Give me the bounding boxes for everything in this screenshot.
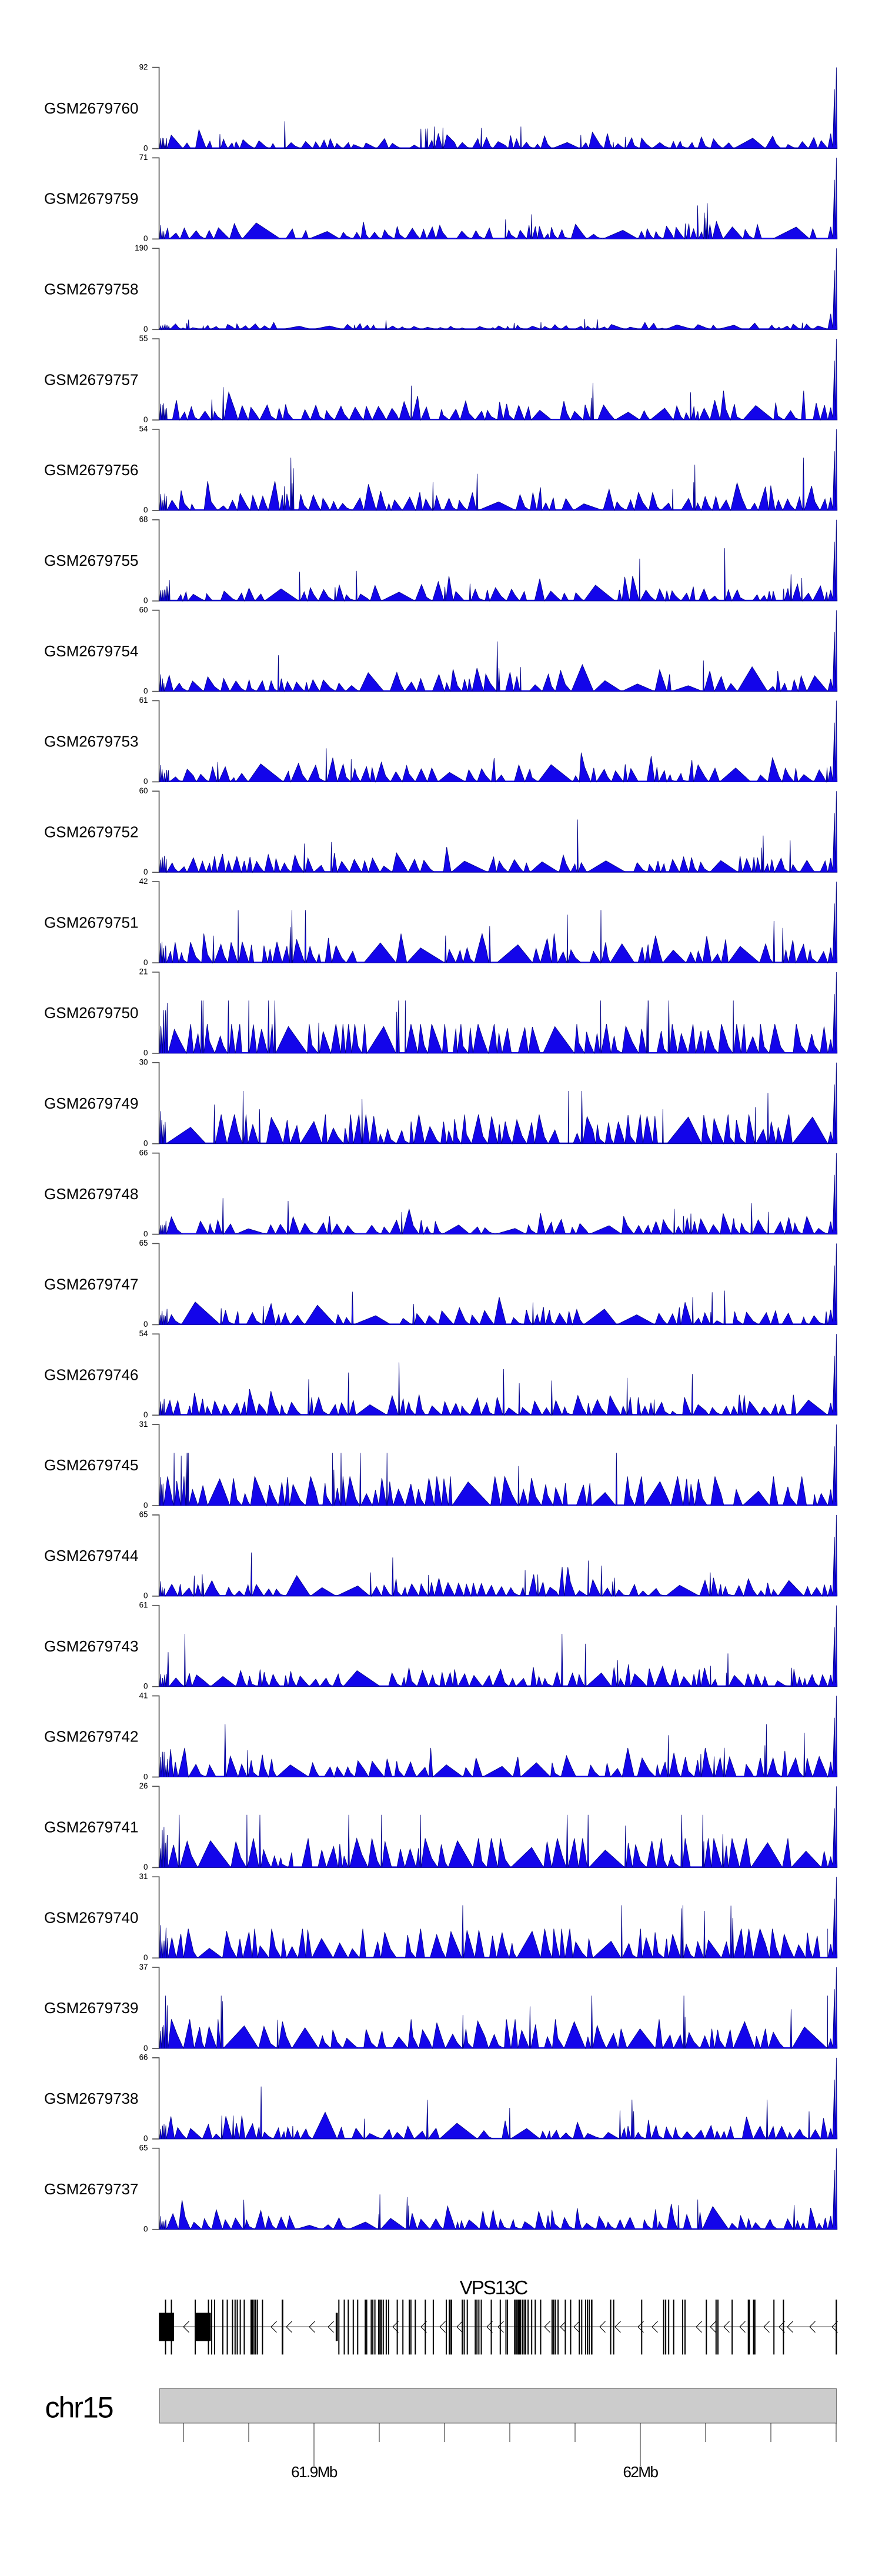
svg-text:66: 66 <box>139 2053 148 2062</box>
svg-text:GSM2679757: GSM2679757 <box>44 371 138 388</box>
svg-text:92: 92 <box>139 62 148 71</box>
svg-text:42: 42 <box>139 877 148 886</box>
svg-text:0: 0 <box>143 958 148 967</box>
svg-text:VPS13C: VPS13C <box>460 2277 528 2298</box>
svg-text:GSM2679739: GSM2679739 <box>44 1999 138 2017</box>
svg-text:0: 0 <box>143 415 148 424</box>
svg-text:0: 0 <box>143 144 148 152</box>
svg-text:65: 65 <box>139 1510 148 1519</box>
svg-text:0: 0 <box>143 325 148 333</box>
svg-text:61: 61 <box>139 696 148 705</box>
svg-text:GSM2679758: GSM2679758 <box>44 281 138 298</box>
svg-text:0: 0 <box>143 1320 148 1329</box>
svg-text:GSM2679760: GSM2679760 <box>44 99 138 117</box>
svg-text:0: 0 <box>143 1410 148 1419</box>
svg-text:54: 54 <box>139 1329 148 1338</box>
svg-text:60: 60 <box>139 786 148 795</box>
svg-text:41: 41 <box>139 1691 148 1700</box>
svg-text:26: 26 <box>139 1781 148 1790</box>
svg-text:0: 0 <box>143 1501 148 1510</box>
svg-text:54: 54 <box>139 425 148 433</box>
svg-text:GSM2679737: GSM2679737 <box>44 2180 138 2198</box>
svg-text:0: 0 <box>143 1049 148 1057</box>
svg-text:31: 31 <box>139 1420 148 1429</box>
svg-text:68: 68 <box>139 515 148 524</box>
svg-text:65: 65 <box>139 1239 148 1247</box>
svg-text:0: 0 <box>143 2225 148 2234</box>
svg-text:GSM2679756: GSM2679756 <box>44 461 138 479</box>
svg-text:GSM2679742: GSM2679742 <box>44 1728 138 1746</box>
svg-text:0: 0 <box>143 234 148 243</box>
svg-text:0: 0 <box>143 1682 148 1691</box>
svg-text:71: 71 <box>139 153 148 162</box>
svg-text:0: 0 <box>143 1591 148 1600</box>
svg-text:0: 0 <box>143 686 148 695</box>
svg-text:GSM2679749: GSM2679749 <box>44 1095 138 1112</box>
svg-text:GSM2679750: GSM2679750 <box>44 1004 138 1022</box>
svg-text:0: 0 <box>143 2044 148 2053</box>
svg-text:GSM2679740: GSM2679740 <box>44 1908 138 1926</box>
svg-text:GSM2679751: GSM2679751 <box>44 913 138 931</box>
svg-text:GSM2679748: GSM2679748 <box>44 1185 138 1203</box>
svg-text:21: 21 <box>139 967 148 976</box>
svg-text:GSM2679744: GSM2679744 <box>44 1547 138 1564</box>
svg-text:GSM2679741: GSM2679741 <box>44 1818 138 1836</box>
svg-text:GSM2679755: GSM2679755 <box>44 552 138 569</box>
svg-text:GSM2679743: GSM2679743 <box>44 1637 138 1655</box>
svg-text:0: 0 <box>143 1953 148 1962</box>
svg-text:GSM2679747: GSM2679747 <box>44 1276 138 1293</box>
svg-text:0: 0 <box>143 867 148 876</box>
svg-text:61.9Mb: 61.9Mb <box>291 2463 338 2481</box>
svg-text:60: 60 <box>139 605 148 614</box>
svg-text:0: 0 <box>143 1139 148 1148</box>
svg-text:0: 0 <box>143 1863 148 1871</box>
svg-text:30: 30 <box>139 1058 148 1067</box>
svg-text:190: 190 <box>135 243 148 252</box>
svg-text:55: 55 <box>139 334 148 343</box>
svg-text:31: 31 <box>139 1872 148 1881</box>
svg-text:62Mb: 62Mb <box>623 2463 658 2481</box>
svg-text:0: 0 <box>143 596 148 605</box>
svg-text:GSM2679745: GSM2679745 <box>44 1456 138 1474</box>
svg-text:GSM2679759: GSM2679759 <box>44 190 138 208</box>
svg-text:37: 37 <box>139 1963 148 1971</box>
svg-text:GSM2679754: GSM2679754 <box>44 642 138 660</box>
svg-text:GSM2679753: GSM2679753 <box>44 733 138 750</box>
svg-text:0: 0 <box>143 1229 148 1238</box>
svg-text:GSM2679752: GSM2679752 <box>44 823 138 840</box>
svg-text:0: 0 <box>143 506 148 515</box>
svg-text:0: 0 <box>143 2134 148 2143</box>
svg-text:65: 65 <box>139 2144 148 2153</box>
svg-text:66: 66 <box>139 1148 148 1157</box>
svg-text:GSM2679746: GSM2679746 <box>44 1366 138 1383</box>
svg-text:61: 61 <box>139 1601 148 1610</box>
svg-text:0: 0 <box>143 1772 148 1781</box>
svg-text:chr15: chr15 <box>45 2391 113 2424</box>
svg-text:0: 0 <box>143 777 148 786</box>
svg-text:GSM2679738: GSM2679738 <box>44 2090 138 2107</box>
